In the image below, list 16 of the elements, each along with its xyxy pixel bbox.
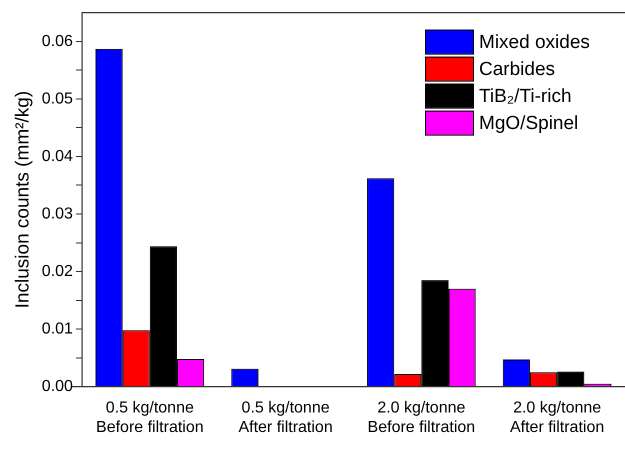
legend-label: Mixed oxides [479,32,590,53]
y-tick-label: 0.03 [42,205,74,222]
y-tick-label: 0.04 [42,148,74,165]
x-tick-label: 2.0 kg/tonne After filtration [510,400,604,436]
legend-label: MgO/Spinel [479,112,578,134]
legend-label: Carbides [479,58,556,80]
y-tick-label: 0.01 [42,320,74,338]
x-tick-label: 0.5 kg/tonne After filtration [238,400,333,436]
x-tick-label: 2.0 kg/tonne Before filtration [368,400,476,436]
x-tick-label: 0.5 kg/tonne Before filtration [96,400,204,436]
legend-label: TiB₂/Ti-rich [479,86,572,107]
y-tick-label: 0.06 [42,32,74,50]
y-tick-label: 0.05 [42,90,74,108]
y-axis-title: Inclusion counts (mm²/kg) [12,90,34,308]
y-tick-label: 0.00 [42,378,74,396]
y-tick-label: 0.02 [42,262,74,280]
